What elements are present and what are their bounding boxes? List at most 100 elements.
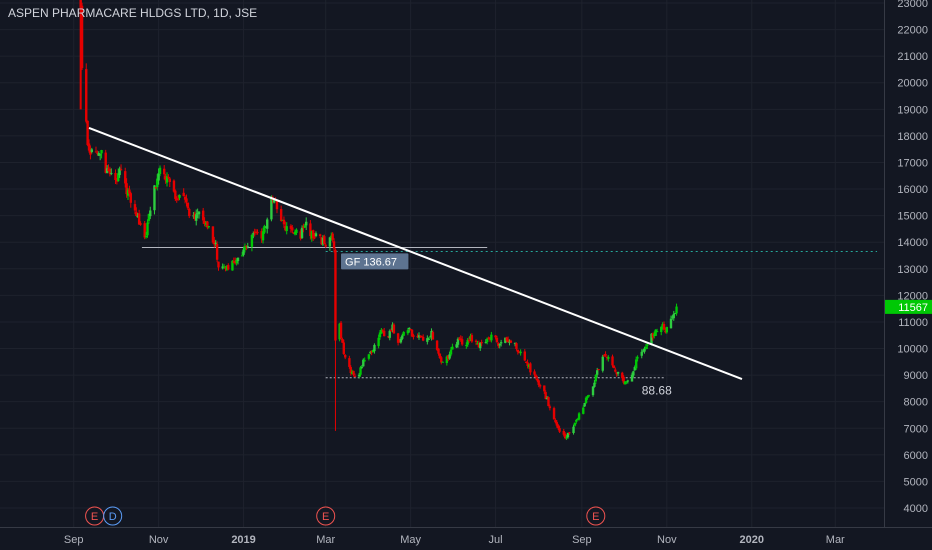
candle-body xyxy=(234,260,237,264)
candle-body xyxy=(643,348,646,352)
candle-body xyxy=(625,381,628,383)
price-tick-label: 19000 xyxy=(897,104,928,116)
candle-body xyxy=(215,244,219,260)
candle-body xyxy=(594,375,598,382)
candle-body xyxy=(185,198,188,202)
candle-body xyxy=(252,233,255,235)
candle-body xyxy=(582,407,585,414)
candle-body xyxy=(566,432,570,438)
price-tick-label: 23000 xyxy=(897,0,928,10)
candle-body xyxy=(552,408,556,420)
candle-body xyxy=(440,357,443,363)
candle-body xyxy=(498,344,501,346)
candle-body xyxy=(378,332,382,338)
candle-body xyxy=(221,266,224,269)
candle-body xyxy=(135,211,138,216)
trendline[interactable] xyxy=(88,126,743,381)
candle-body xyxy=(538,385,542,387)
candle-body xyxy=(466,339,469,345)
candle-body xyxy=(545,398,549,400)
candle-body xyxy=(359,367,362,375)
candle-body xyxy=(622,376,625,383)
event-marker[interactable] xyxy=(586,506,606,526)
event-marker[interactable] xyxy=(103,506,123,526)
candle-body xyxy=(587,395,591,397)
candle-body xyxy=(420,336,423,338)
candle-body xyxy=(641,350,645,352)
candle-body xyxy=(330,235,333,238)
candle-body xyxy=(196,213,199,215)
candle-body xyxy=(568,432,571,434)
event-marker-label: D xyxy=(109,511,117,523)
candle-body xyxy=(562,430,565,435)
price-axis-background xyxy=(884,0,932,550)
candle-body xyxy=(310,230,313,239)
candle-body xyxy=(426,338,429,342)
price-axis[interactable]: 23000 22000 21000 20000 19000 18000 17000 16000… xyxy=(884,0,932,550)
candle-body xyxy=(408,327,411,330)
candle-body xyxy=(105,168,109,173)
candle-body xyxy=(261,231,265,241)
candle-body xyxy=(222,266,226,268)
candle-body xyxy=(250,234,254,247)
candle-body xyxy=(615,372,618,375)
candle-body xyxy=(153,185,156,211)
candle-body xyxy=(204,223,208,225)
trendline-layer[interactable] xyxy=(88,126,743,381)
candle-body xyxy=(655,331,659,333)
price-tick-label: 21000 xyxy=(897,51,928,63)
candlestick-series xyxy=(79,0,678,441)
candle-body xyxy=(136,215,139,218)
candle-body xyxy=(544,392,547,399)
candle-body xyxy=(488,337,492,340)
event-marker[interactable] xyxy=(316,506,336,526)
candle-body xyxy=(388,330,391,338)
candle-body xyxy=(623,381,627,384)
last-price-label: 11567 xyxy=(898,302,928,314)
candle-body xyxy=(363,360,366,362)
chart-title: ASPEN PHARMACARE HLDGS LTD, 1D, JSE xyxy=(8,6,258,20)
time-tick-label: 2019 xyxy=(231,534,255,546)
candle-body xyxy=(154,187,158,189)
candle-body xyxy=(490,334,493,341)
candle-body xyxy=(509,340,513,343)
candle-body xyxy=(284,226,287,231)
candle-body xyxy=(114,172,117,181)
time-axis-background xyxy=(0,527,884,550)
candle-body xyxy=(651,333,655,338)
candle-body xyxy=(380,329,383,334)
candle-body xyxy=(236,257,240,262)
candle-body xyxy=(602,355,606,357)
candle-body xyxy=(314,233,318,237)
price-tick-label: 12000 xyxy=(897,290,928,302)
candle-body xyxy=(626,380,630,382)
candle-body xyxy=(110,173,113,175)
time-axis[interactable]: Sep Nov 2019 Mar May Jul Sep Nov 2020 Mar xyxy=(0,527,932,550)
candle-body xyxy=(470,335,474,342)
candle-body xyxy=(480,342,483,344)
candle-body xyxy=(174,190,177,199)
candle-body xyxy=(495,337,499,342)
candle-body xyxy=(213,241,216,245)
candle-body xyxy=(243,246,247,250)
candle-body xyxy=(168,178,171,182)
candle-body xyxy=(646,344,649,346)
candle-body xyxy=(519,351,522,354)
candle-body xyxy=(289,225,293,229)
candle-body xyxy=(104,152,107,173)
candle-body xyxy=(634,359,638,369)
time-tick-label: Nov xyxy=(149,534,169,546)
candle-body xyxy=(409,329,412,331)
candle-body xyxy=(660,326,663,333)
candle-body xyxy=(636,357,639,359)
candle-body xyxy=(591,386,595,396)
candle-body xyxy=(275,199,279,210)
candle-body xyxy=(373,344,376,352)
candle-body xyxy=(158,167,162,175)
candle-body xyxy=(156,178,159,188)
candle-body xyxy=(332,241,336,249)
candle-body xyxy=(477,343,481,348)
